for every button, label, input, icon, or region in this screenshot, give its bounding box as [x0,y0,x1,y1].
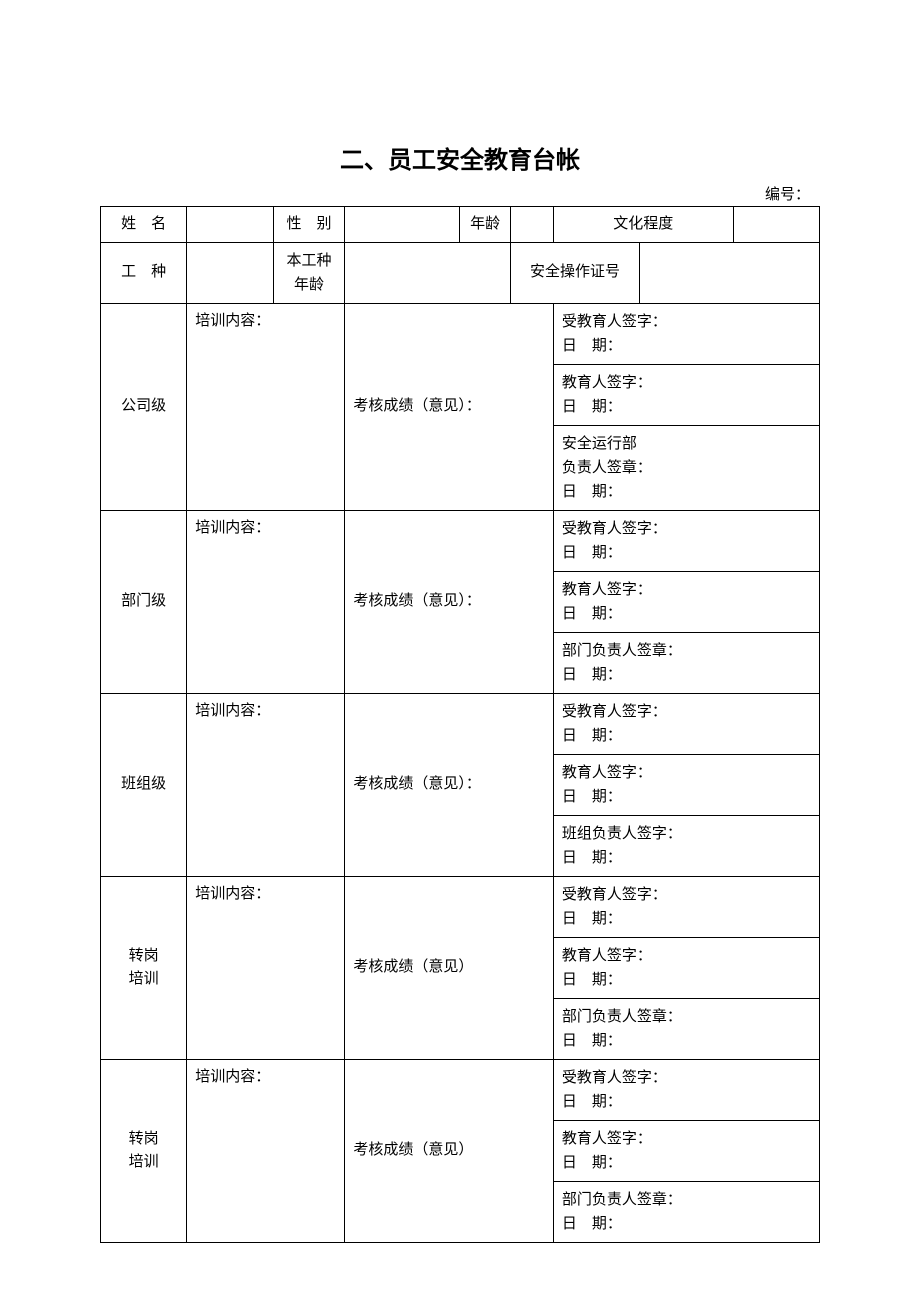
training-content: 培训内容： [187,510,345,693]
table-row: 班组级 培训内容： 考核成绩（意见）： 受教育人签字： 日 期： [101,693,820,754]
supervisor-signature: 部门负责人签章： 日 期： [553,1181,819,1242]
supervisor-signature: 部门负责人签章： 日 期： [553,998,819,1059]
job-type-label: 工 种 [101,242,187,303]
supervisor-signature: 部门负责人签章： 日 期： [553,632,819,693]
assessment-cell: 考核成绩（意见）： [345,510,553,693]
form-table: 姓 名 性 别 年龄 文化程度 工 种 本工种 年龄 安全操作证号 公司级 培训… [100,206,820,1243]
section-level-label: 班组级 [101,693,187,876]
training-content: 培训内容： [187,693,345,876]
assessment-cell: 考核成绩（意见）： [345,303,553,510]
age-value [510,207,553,243]
name-label: 姓 名 [101,207,187,243]
table-row: 转岗 培训 培训内容： 考核成绩（意见） 受教育人签字： 日 期： [101,1059,820,1120]
training-content: 培训内容： [187,876,345,1059]
trainer-signature: 教育人签字： 日 期： [553,571,819,632]
cert-label: 安全操作证号 [510,242,639,303]
table-row: 公司级 培训内容： 考核成绩（意见）： 受教育人签字： 日 期： [101,303,820,364]
job-type-value [187,242,273,303]
assessment-cell: 考核成绩（意见）： [345,693,553,876]
trainer-signature: 教育人签字： 日 期： [553,364,819,425]
table-row: 部门级 培训内容： 考核成绩（意见）： 受教育人签字： 日 期： [101,510,820,571]
training-content: 培训内容： [187,303,345,510]
cert-value [640,242,820,303]
section-level-label: 公司级 [101,303,187,510]
assessment-cell: 考核成绩（意见） [345,876,553,1059]
job-years-label: 本工种 年龄 [273,242,345,303]
table-row: 转岗 培训 培训内容： 考核成绩（意见） 受教育人签字： 日 期： [101,876,820,937]
supervisor-signature: 班组负责人签字： 日 期： [553,815,819,876]
trainer-signature: 教育人签字： 日 期： [553,1120,819,1181]
header-row-2: 工 种 本工种 年龄 安全操作证号 [101,242,820,303]
page-title: 二、员工安全教育台帐 [100,140,820,175]
serial-number-label: 编号： [100,183,820,204]
assessment-cell: 考核成绩（意见） [345,1059,553,1242]
trainee-signature: 受教育人签字： 日 期： [553,303,819,364]
name-value [187,207,273,243]
education-value [733,207,819,243]
trainee-signature: 受教育人签字： 日 期： [553,876,819,937]
section-level-label: 部门级 [101,510,187,693]
section-level-label: 转岗 培训 [101,876,187,1059]
trainer-signature: 教育人签字： 日 期： [553,754,819,815]
header-row-1: 姓 名 性 别 年龄 文化程度 [101,207,820,243]
gender-label: 性 别 [273,207,345,243]
training-content: 培训内容： [187,1059,345,1242]
trainee-signature: 受教育人签字： 日 期： [553,1059,819,1120]
age-label: 年龄 [460,207,510,243]
trainee-signature: 受教育人签字： 日 期： [553,693,819,754]
gender-value [345,207,460,243]
job-years-value [345,242,510,303]
trainer-signature: 教育人签字： 日 期： [553,937,819,998]
section-level-label: 转岗 培训 [101,1059,187,1242]
education-label: 文化程度 [553,207,733,243]
supervisor-signature: 安全运行部 负责人签章： 日 期： [553,425,819,510]
trainee-signature: 受教育人签字： 日 期： [553,510,819,571]
